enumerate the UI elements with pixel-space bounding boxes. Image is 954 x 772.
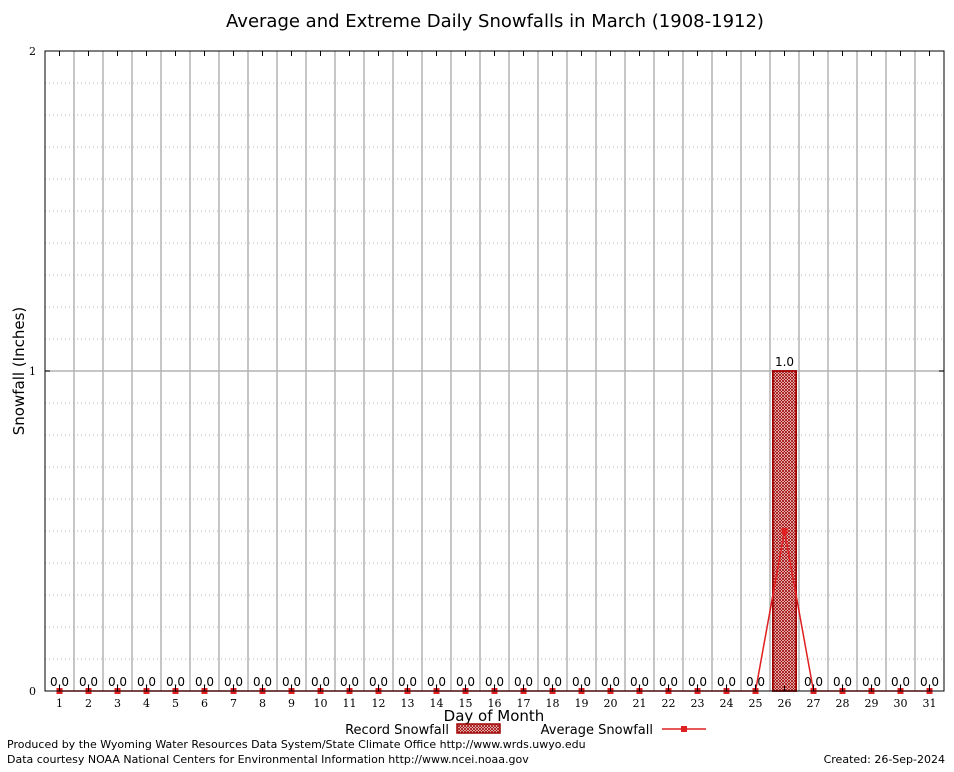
x-tick-label: 19 bbox=[575, 697, 589, 710]
data-label: 0.0 bbox=[79, 675, 98, 689]
data-label: 0.0 bbox=[514, 675, 533, 689]
data-label: 0.0 bbox=[746, 675, 765, 689]
legend: Record Snowfall Average Snowfall bbox=[345, 723, 706, 738]
data-label: 0.0 bbox=[195, 675, 214, 689]
x-tick-label: 23 bbox=[691, 697, 705, 710]
x-tick-label: 11 bbox=[343, 697, 357, 710]
data-label: 0.0 bbox=[224, 675, 243, 689]
y-tick-label: 0 bbox=[29, 685, 36, 698]
line-layer bbox=[56, 528, 933, 694]
x-tick-label: 12 bbox=[372, 697, 386, 710]
x-tick-label: 4 bbox=[143, 697, 150, 710]
data-label: 0.0 bbox=[833, 675, 852, 689]
data-label: 0.0 bbox=[543, 675, 562, 689]
data-label: 0.0 bbox=[717, 675, 736, 689]
data-label: 0.0 bbox=[630, 675, 649, 689]
data-label: 0.0 bbox=[253, 675, 272, 689]
average-snowfall-point bbox=[781, 528, 788, 534]
data-label: 0.0 bbox=[166, 675, 185, 689]
data-label: 0.0 bbox=[601, 675, 620, 689]
data-label: 0.0 bbox=[369, 675, 388, 689]
data-label: 0.0 bbox=[427, 675, 446, 689]
x-tick-label: 13 bbox=[401, 697, 415, 710]
data-label: 0.0 bbox=[891, 675, 910, 689]
x-tick-label: 7 bbox=[230, 697, 237, 710]
labels-layer: 0.0 0.0 0.0 0.0 0.0 0.0 0.0 0.0 0.0 0.0 0.0 0.0 0.0 0… bbox=[50, 355, 939, 689]
data-label: 0.0 bbox=[659, 675, 678, 689]
legend-average-marker bbox=[681, 726, 687, 732]
x-tick-label: 14 bbox=[430, 697, 444, 710]
x-tick-label: 1 bbox=[56, 697, 63, 710]
data-label: 0.0 bbox=[920, 675, 939, 689]
data-label: 0.0 bbox=[485, 675, 504, 689]
x-tick-label: 24 bbox=[720, 697, 734, 710]
x-tick-label: 2 bbox=[85, 697, 92, 710]
x-tick-label: 25 bbox=[749, 697, 763, 710]
x-tick-label: 16 bbox=[488, 697, 502, 710]
x-tick-label: 9 bbox=[288, 697, 295, 710]
grid-layer bbox=[45, 51, 944, 691]
legend-record-swatch bbox=[456, 723, 501, 734]
legend-average-label: Average Snowfall bbox=[541, 723, 653, 738]
data-label: 0.0 bbox=[688, 675, 707, 689]
chart-title: Average and Extreme Daily Snowfalls in M… bbox=[226, 11, 764, 32]
x-tick-label: 5 bbox=[172, 697, 179, 710]
data-label: 0.0 bbox=[456, 675, 475, 689]
data-label: 0.0 bbox=[50, 675, 69, 689]
data-label: 0.0 bbox=[804, 675, 823, 689]
data-label: 1.0 bbox=[775, 355, 794, 369]
data-label: 0.0 bbox=[137, 675, 156, 689]
x-tick-label: 30 bbox=[894, 697, 908, 710]
footer-credit-line: Produced by the Wyoming Water Resources … bbox=[7, 738, 586, 751]
ticks-layer: 1 2 3 4 5 6 7 8 9 10 11 12 13 14 15 16 17 18 19 20 21 22 23 24 2… bbox=[29, 45, 944, 710]
x-tick-label: 10 bbox=[314, 697, 328, 710]
x-tick-label: 20 bbox=[604, 697, 618, 710]
x-tick-label: 15 bbox=[459, 697, 473, 710]
data-label: 0.0 bbox=[282, 675, 301, 689]
x-tick-label: 28 bbox=[836, 697, 850, 710]
x-tick-label: 29 bbox=[865, 697, 879, 710]
x-tick-label: 31 bbox=[923, 697, 937, 710]
legend-record-label: Record Snowfall bbox=[345, 723, 449, 738]
footer-created-date: Created: 26-Sep-2024 bbox=[824, 753, 945, 766]
x-tick-label: 18 bbox=[546, 697, 560, 710]
y-tick-label: 2 bbox=[29, 45, 36, 58]
data-label: 0.0 bbox=[398, 675, 417, 689]
x-tick-label: 8 bbox=[259, 697, 266, 710]
y-axis-label: Snowfall (Inches) bbox=[10, 307, 28, 435]
x-tick-label: 27 bbox=[807, 697, 821, 710]
x-tick-label: 22 bbox=[662, 697, 676, 710]
x-tick-label: 6 bbox=[201, 697, 208, 710]
data-label: 0.0 bbox=[311, 675, 330, 689]
x-tick-label: 26 bbox=[778, 697, 792, 710]
y-tick-label: 1 bbox=[29, 365, 36, 378]
x-tick-label: 21 bbox=[633, 697, 647, 710]
footer-data-source-line: Data courtesy NOAA National Centers for … bbox=[7, 753, 529, 766]
data-label: 0.0 bbox=[862, 675, 881, 689]
x-tick-label: 17 bbox=[517, 697, 531, 710]
x-tick-label: 3 bbox=[114, 697, 121, 710]
x-axis-label: Day of Month bbox=[444, 707, 545, 725]
data-label: 0.0 bbox=[340, 675, 359, 689]
data-label: 0.0 bbox=[572, 675, 591, 689]
data-label: 0.0 bbox=[108, 675, 127, 689]
